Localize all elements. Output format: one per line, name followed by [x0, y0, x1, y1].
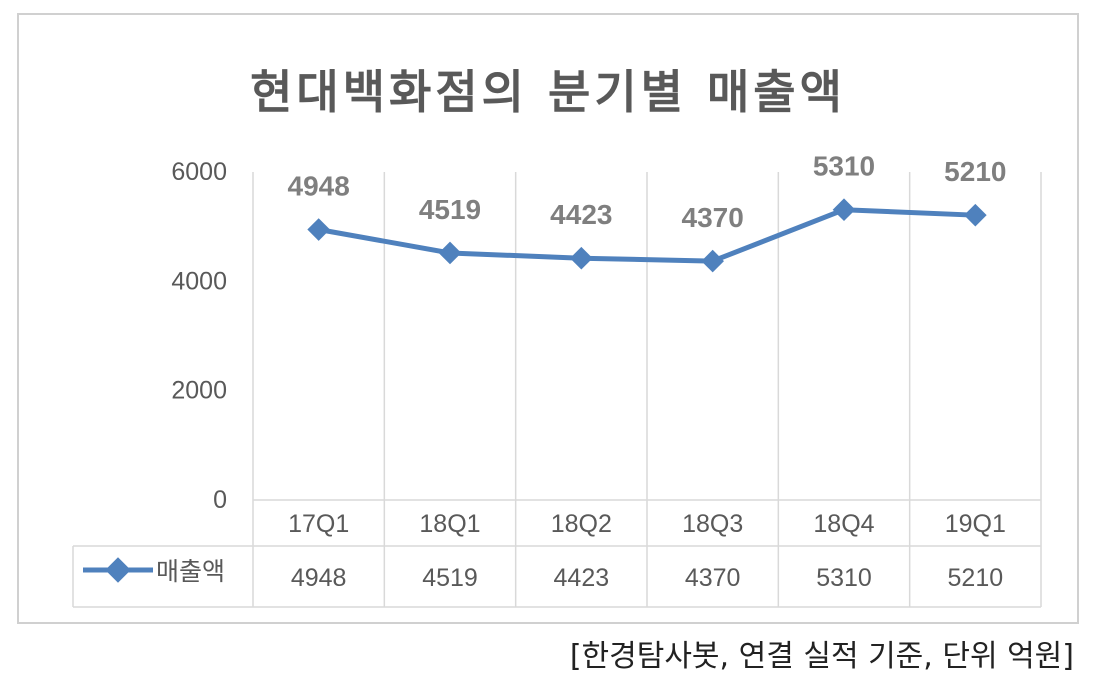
data-point-marker	[701, 249, 724, 273]
y-tick-label: 0	[213, 486, 227, 514]
data-label: 4519	[419, 194, 481, 225]
x-tick-label: 19Q1	[945, 510, 1006, 538]
data-point-marker	[964, 203, 987, 227]
table-cell-value: 5210	[948, 564, 1004, 592]
table-cell-value: 4370	[685, 564, 741, 592]
x-tick-label: 18Q3	[682, 510, 743, 538]
chart-frame	[17, 13, 1079, 624]
data-table: 17Q1 4948 18Q1 4519 18Q2 4423 18Q3 4370 18Q4 5310…	[72, 510, 1041, 608]
y-tick-label: 2000	[171, 377, 227, 405]
data-point-marker	[307, 218, 330, 241]
data-label: 4423	[550, 199, 612, 230]
table-cell-value: 4519	[422, 564, 478, 592]
chart-title: 현대백화점의 분기별 매출액	[250, 65, 846, 119]
y-axis: 0 2000 4000 6000	[171, 158, 227, 514]
x-tick-label: 18Q2	[551, 510, 612, 538]
x-tick-label: 18Q1	[419, 510, 480, 538]
data-label: 5210	[944, 156, 1006, 187]
table-cell-value: 5310	[816, 564, 872, 592]
legend-label: 매출액	[156, 557, 225, 586]
data-label: 5310	[813, 151, 875, 182]
source-note: [한경탐사봇, 연결 실적 기준, 단위 억원]	[570, 639, 1074, 674]
legend-marker	[105, 557, 131, 583]
x-tick-label: 17Q1	[288, 510, 349, 538]
data-point-marker	[570, 246, 593, 270]
data-label: 4948	[288, 171, 350, 202]
grid-layer	[252, 172, 1042, 607]
x-tick-label: 18Q4	[813, 510, 874, 538]
data-point-marker	[438, 241, 462, 265]
data-point-marker	[832, 198, 856, 222]
table-cell-value: 4948	[291, 564, 347, 592]
table-cell-value: 4423	[554, 564, 610, 592]
series-line	[318, 207, 976, 264]
y-tick-label: 6000	[171, 158, 227, 186]
y-tick-label: 4000	[171, 267, 227, 295]
data-label-layer: 4948 4519 4423 4370 5310 5210	[288, 151, 1007, 233]
data-label: 4370	[682, 202, 744, 233]
